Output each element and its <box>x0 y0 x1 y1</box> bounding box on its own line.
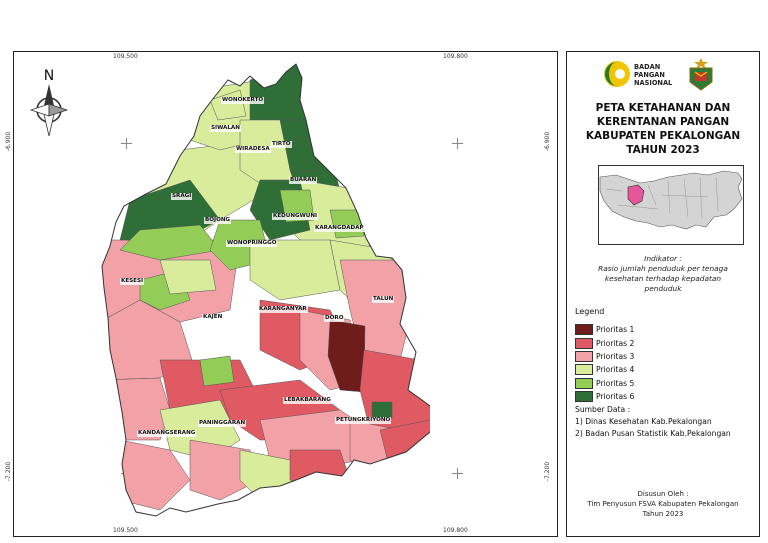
coord-left-top: -6.900 <box>5 131 13 152</box>
district-fills <box>102 64 430 511</box>
graticule-mark <box>121 138 132 149</box>
place-label: LEBAKBARANG <box>283 397 332 404</box>
coord-top-left: 109.500 <box>113 53 138 60</box>
district-area <box>371 401 393 419</box>
place-label: PETUNGKRIYONO <box>335 417 392 424</box>
graticule-mark <box>452 468 463 479</box>
legend-title: Legend <box>575 307 605 316</box>
coord-bottom-right: 109.800 <box>443 527 468 534</box>
place-label: DORO <box>324 315 345 322</box>
legend-item: Prioritas 2 <box>575 336 634 349</box>
place-label: BOJONG <box>204 217 232 224</box>
legend-label: Prioritas 2 <box>596 338 635 348</box>
legend-swatch <box>575 324 593 336</box>
district-area <box>249 64 316 131</box>
legend-item: Prioritas 5 <box>575 377 634 390</box>
coord-right-top: -6.900 <box>544 131 552 152</box>
place-label: KARANGDADAP <box>314 225 365 232</box>
map-title: PETA KETAHANAN DAN KERENTANAN PANGAN KAB… <box>585 102 741 156</box>
district-area <box>249 239 341 301</box>
place-label: KAJEN <box>202 314 224 321</box>
legend-swatch <box>575 377 593 389</box>
bapanas-logo-text: BADAN PANGAN NASIONAL <box>634 63 673 87</box>
legend-label: Prioritas 4 <box>596 365 635 375</box>
legend-swatch <box>575 391 593 403</box>
side-panel <box>566 51 760 537</box>
legend-swatch <box>575 350 593 362</box>
legend-label: Prioritas 3 <box>596 351 635 361</box>
compiled-by: Disusun Oleh : Tim Penyusun FSVA Kabupat… <box>587 490 739 518</box>
place-label: SRAGI <box>171 193 193 200</box>
place-label: BUARAN <box>289 177 318 184</box>
district-area <box>289 449 351 491</box>
place-label: KARANGANYAR <box>258 306 308 313</box>
place-label: PANINGGARAN <box>198 420 247 427</box>
place-label: WONOPRINGGO <box>226 240 278 247</box>
north-label: N <box>44 68 54 84</box>
district-area <box>289 135 319 173</box>
legend-label: Prioritas 5 <box>596 378 635 388</box>
place-label: KESESI <box>120 278 145 285</box>
district-area <box>379 419 430 481</box>
pekalongan-seal-icon <box>689 58 713 91</box>
legend-item: Prioritas 3 <box>575 350 634 363</box>
graticule-mark <box>452 138 463 149</box>
place-label: WONOKERTO <box>221 97 265 104</box>
north-arrow-icon: N <box>29 68 69 136</box>
district-area <box>159 259 217 295</box>
legend-label: Prioritas 1 <box>596 325 635 335</box>
inset-locator-map <box>598 165 744 245</box>
place-label: TIRTO <box>271 141 292 148</box>
place-label: KANDANGSERANG <box>137 430 197 437</box>
legend-item: Prioritas 1 <box>575 323 634 336</box>
place-label: TALUN <box>372 296 395 303</box>
coord-right-bottom: -7.200 <box>544 461 552 482</box>
indicator-text: Indikator : Rasio jumlah penduduk per te… <box>598 254 728 293</box>
bapanas-logo-icon <box>604 61 630 87</box>
district-area <box>199 355 235 387</box>
district-area <box>327 319 366 393</box>
legend-item: Prioritas 4 <box>575 363 634 376</box>
place-label: SIWALAN <box>210 125 241 132</box>
district-area <box>329 209 365 239</box>
coord-left-bottom: -7.200 <box>5 461 13 482</box>
regency-map <box>101 63 430 517</box>
coord-top-right: 109.800 <box>443 53 468 60</box>
data-sources: Sumber Data : 1) Dinas Kesehatan Kab.Pek… <box>575 405 731 438</box>
legend-swatch <box>575 364 593 376</box>
place-label: KEDUNGWUNI <box>272 213 319 220</box>
coord-bottom-left: 109.500 <box>113 527 138 534</box>
place-label: WIRADESA <box>235 146 271 153</box>
legend: Prioritas 1 Prioritas 2 Prioritas 3 Prio… <box>575 323 634 403</box>
legend-label: Prioritas 6 <box>596 392 635 402</box>
district-area <box>119 224 221 261</box>
legend-swatch <box>575 337 593 349</box>
legend-item: Prioritas 6 <box>575 390 634 403</box>
